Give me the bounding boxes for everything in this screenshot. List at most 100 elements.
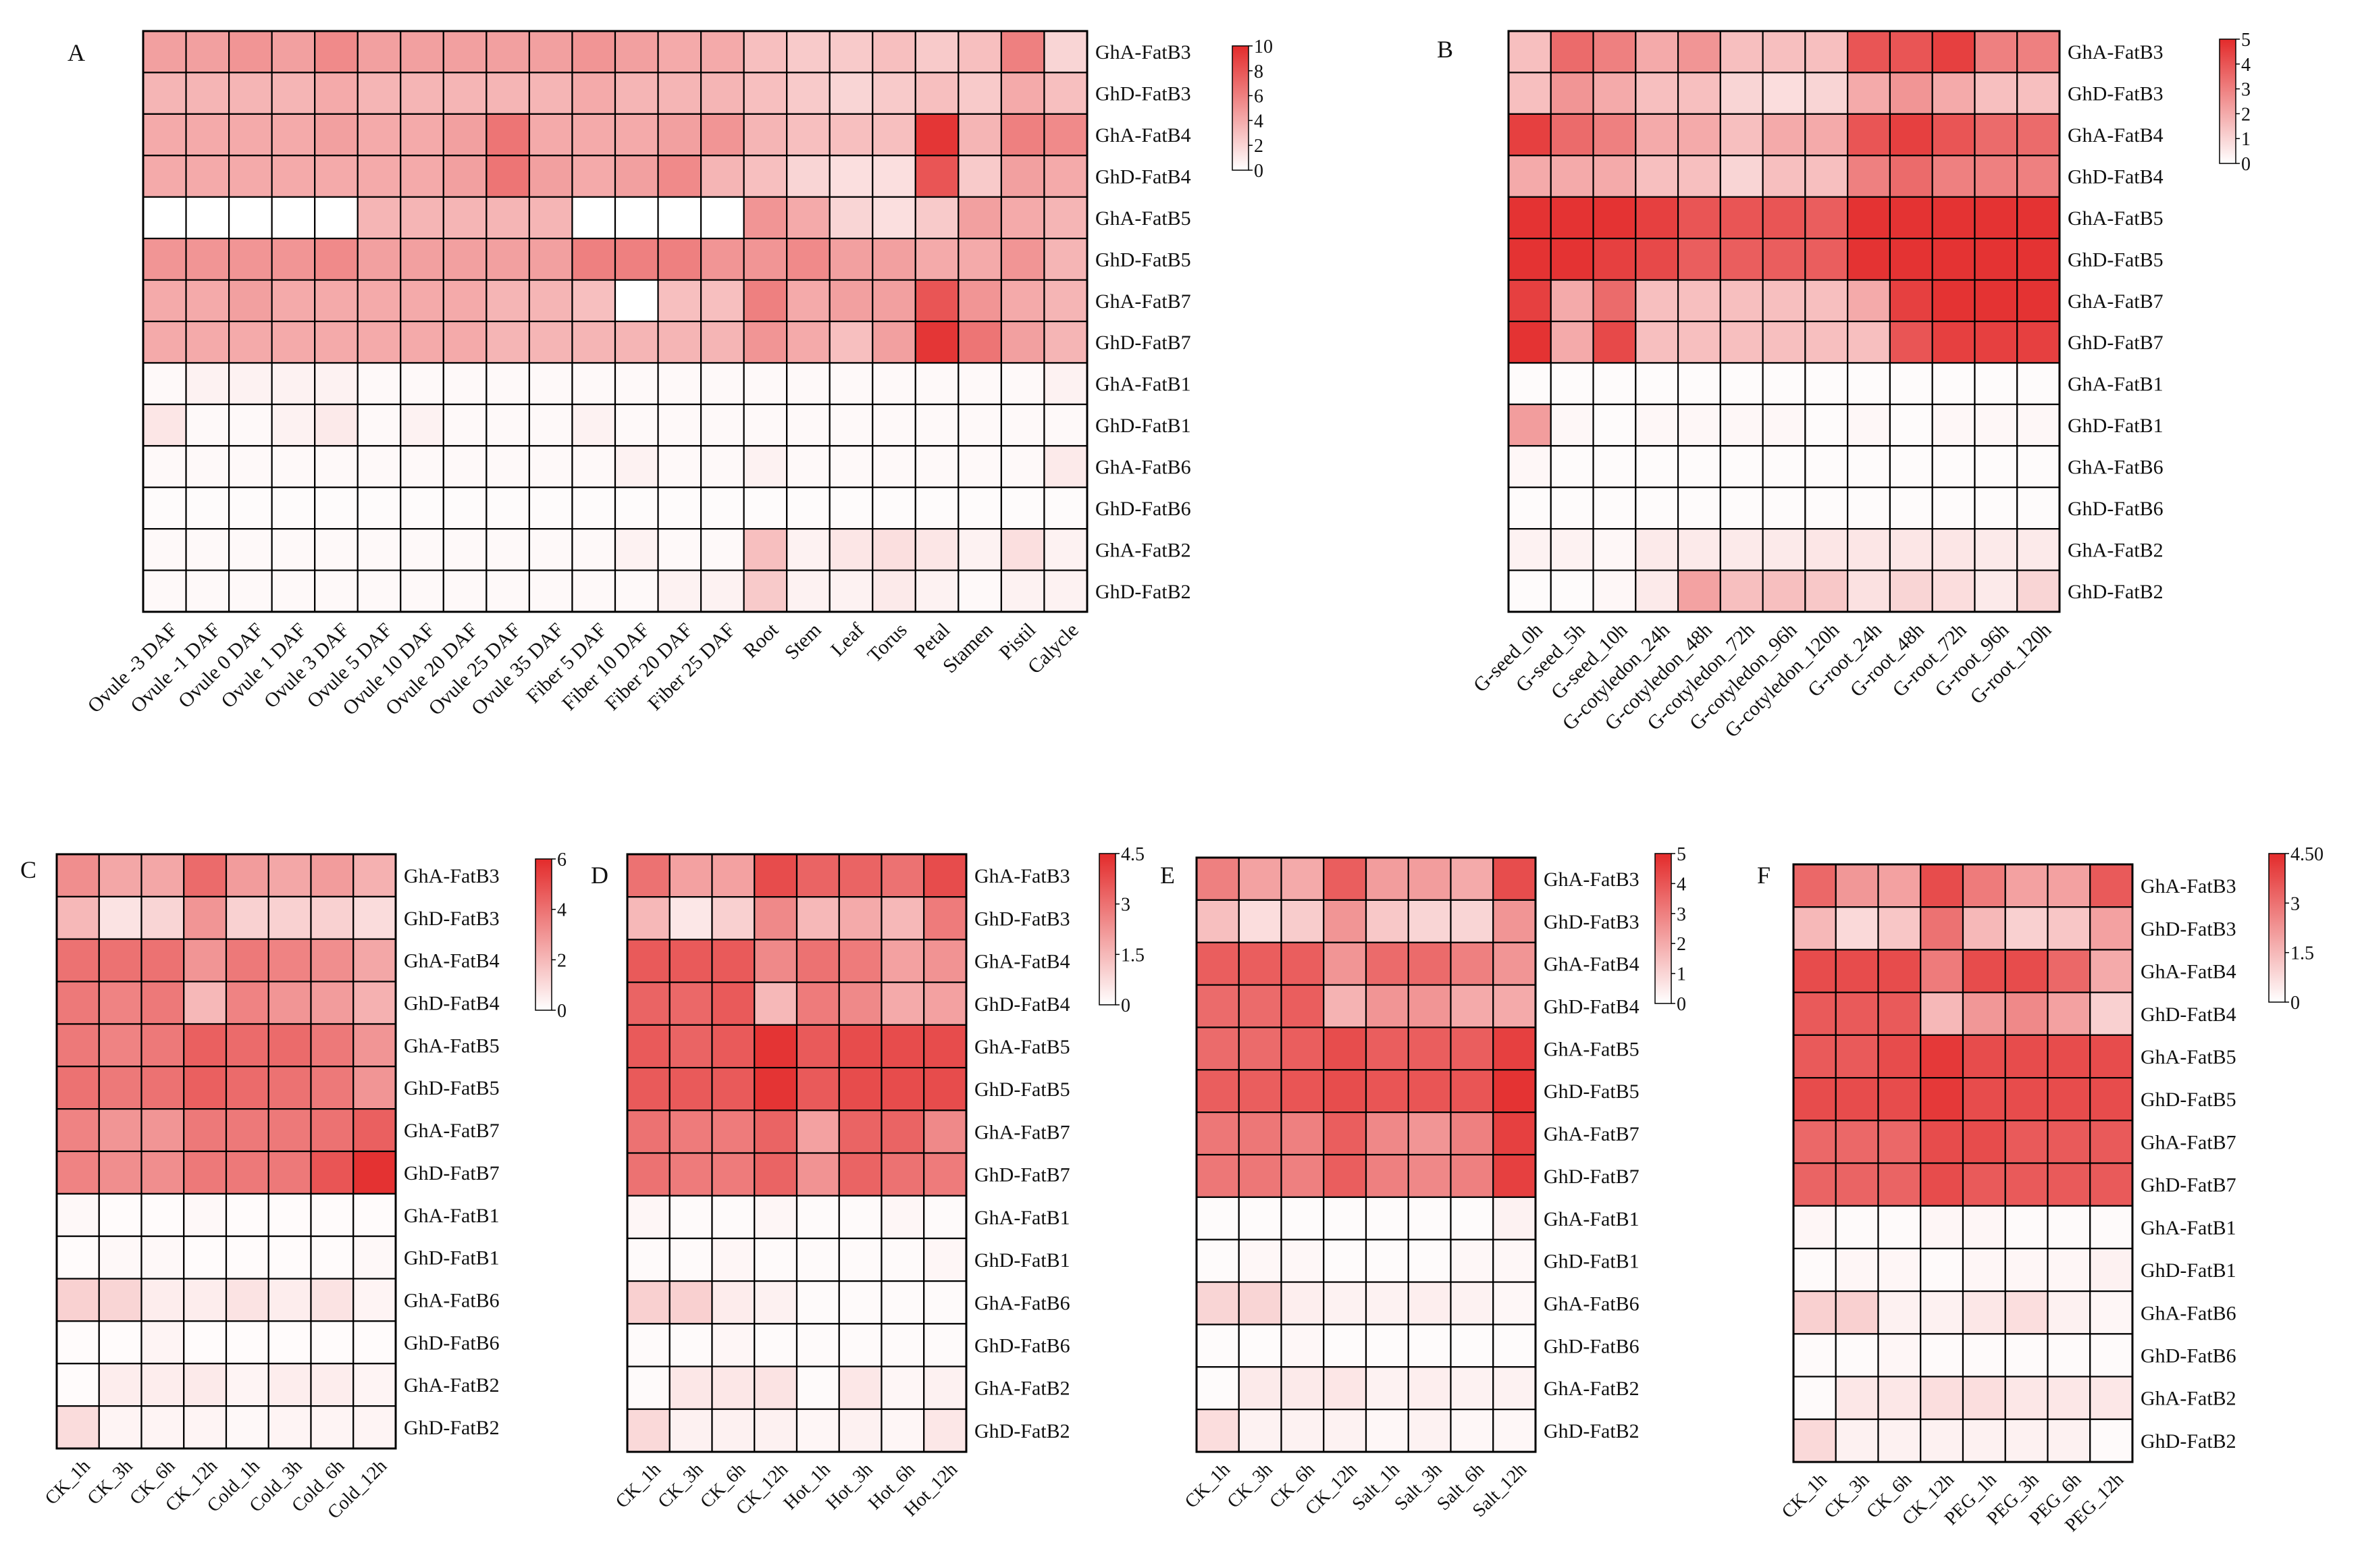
heatmap-cell [357,445,402,488]
heatmap-cell [754,1152,798,1197]
heatmap-cell [442,486,488,530]
heatmap-cell [1719,238,1764,281]
row-label: GhD-FatB6 [974,1334,1070,1357]
heatmap-cell [1974,569,2018,613]
heatmap-cell [2016,445,2061,488]
heatmap-cell [2016,362,2061,405]
heatmap-cell [267,1023,312,1068]
heatmap-cell [310,1108,355,1153]
heatmap-cell [872,113,916,157]
row-label: GhA-FatB6 [974,1292,1070,1314]
heatmap-cell [225,1193,269,1237]
heatmap-cell [668,1024,713,1069]
heatmap-cell [923,981,968,1026]
heatmap-cell [1592,72,1637,115]
heatmap-cell [1280,941,1325,986]
heatmap-cell [668,1323,713,1367]
heatmap-cell [2047,1205,2091,1250]
heatmap-cell [1000,528,1045,571]
heatmap-cell [700,238,745,281]
heatmap-cell [314,445,359,488]
legend-tick-label: 4 [2241,55,2251,76]
heatmap-cell [2047,863,2091,908]
heatmap-cell [2016,403,2061,447]
row-label: GhD-FatB2 [2141,1430,2236,1453]
heatmap-cell [1762,196,1806,240]
heatmap-cell [1550,486,1594,530]
heatmap-cell [1877,1076,1922,1122]
heatmap-cell [2089,1333,2134,1378]
heatmap-cell [400,30,444,74]
heatmap-cell [1835,1333,1879,1378]
heatmap-cell [1719,320,1764,364]
heatmap-cell [872,486,916,530]
heatmap-cell [872,528,916,571]
heatmap-cell [1043,528,1089,571]
heatmap-cell [140,1023,185,1068]
heatmap-cell [829,113,874,157]
heatmap-cell [1238,1112,1282,1156]
heatmap-cell [352,1363,397,1407]
heatmap-cell [267,1150,312,1195]
heatmap-cell [1719,362,1764,405]
heatmap-cell [1835,1205,1879,1250]
heatmap-cell [55,1278,100,1322]
heatmap-cell [442,362,488,405]
heatmap-cell [486,362,531,405]
heatmap-cell [657,72,702,115]
row-label: GhD-FatB2 [404,1417,500,1439]
heatmap-cell [743,569,788,613]
heatmap-cell [657,445,702,488]
heatmap-cell [271,445,316,488]
heatmap-cell [795,1109,840,1154]
heatmap-cell [140,1278,185,1322]
heatmap-cell [55,1150,100,1195]
heatmap-cell [55,1235,100,1280]
row-label: GhD-FatB6 [2141,1344,2236,1367]
heatmap-cell [795,939,840,983]
heatmap-cell [2016,30,2061,74]
row-label: GhA-FatB1 [1095,373,1191,396]
heatmap-cell [1238,1366,1282,1411]
heatmap-cell [1507,403,1552,447]
heatmap-cell [55,938,100,983]
legend-tick-label: 3 [1121,895,1130,916]
heatmap-cell [314,72,359,115]
heatmap-cell [442,445,488,488]
heatmap-cell [1974,72,2018,115]
heatmap-cell [795,1408,840,1453]
heatmap-cell [1407,1238,1452,1283]
heatmap-cell [838,1323,883,1367]
heatmap-cell [1762,320,1806,364]
heatmap-cell [225,1278,269,1322]
heatmap-cell [183,938,228,983]
heatmap-cell [958,72,1003,115]
heatmap-cell [700,196,745,240]
row-label: GhD-FatB2 [2068,581,2164,603]
heatmap-cell [1931,155,1976,198]
heatmap-cell [352,853,397,897]
heatmap-cell [1635,362,1679,405]
heatmap-cell [55,1363,100,1407]
heatmap-cell [1877,1034,1922,1079]
heatmap-cell [1365,1026,1409,1071]
heatmap-cell [1804,403,1849,447]
heatmap-cell [1238,1069,1282,1114]
heatmap-cell [442,279,488,323]
heatmap-cell [786,569,831,613]
heatmap-cell [1507,279,1552,323]
heatmap-cell [838,1365,883,1410]
row-label: GhD-FatB6 [2068,498,2164,520]
heatmap-cell [1195,856,1240,901]
row-label: GhD-FatB3 [404,908,500,930]
legend-tick-label: 1 [2241,129,2251,150]
heatmap-cell [310,853,355,897]
heatmap-cell [700,279,745,323]
heatmap-cell [1592,362,1637,405]
heatmap-cell [1635,30,1679,74]
heatmap-cell [528,528,573,571]
heatmap-cell [1931,445,1976,488]
legend-tick-label: 5 [2241,30,2251,51]
heatmap-cell [1931,30,1976,74]
heatmap-cell [1889,486,1933,530]
